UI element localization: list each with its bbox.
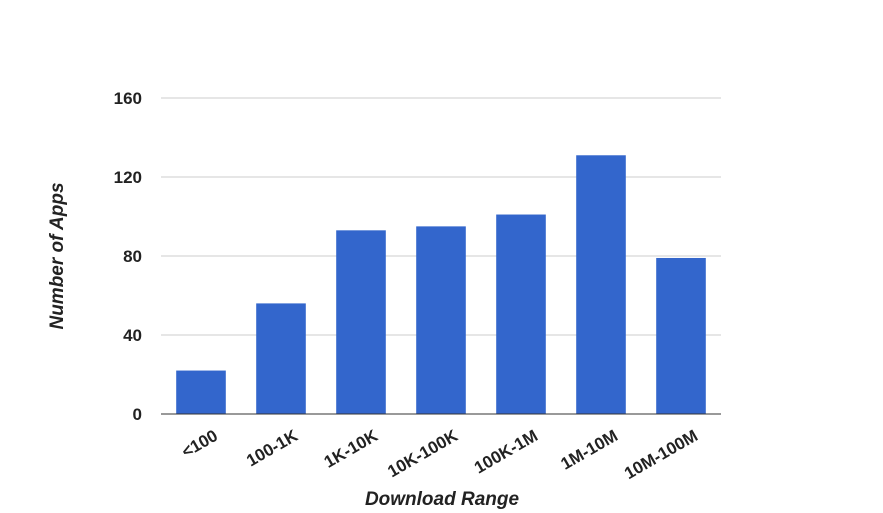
x-tick-label: 1M-10M: [557, 426, 621, 474]
y-tick-label: 160: [114, 89, 142, 108]
x-tick-label: 100-1K: [243, 426, 301, 471]
x-tick-label: <100: [178, 426, 221, 462]
bar: [576, 155, 626, 414]
x-tick-label: 1K-10K: [321, 426, 382, 472]
bar: [336, 230, 386, 414]
y-tick-label: 0: [133, 405, 142, 424]
bar: [496, 214, 546, 414]
x-tick-labels: <100 100-1K 1K-10K 10K-100K 100K-1M 1M-10M 10M…: [178, 426, 701, 483]
bars: [176, 155, 706, 414]
y-tick-label: 120: [114, 168, 142, 187]
y-tick-labels: 0 40 80 120 160: [114, 89, 142, 424]
x-tick-label: 100K-1M: [471, 426, 541, 477]
bar: [656, 257, 706, 414]
bar: [416, 226, 466, 414]
x-tick-label: 10K-100K: [384, 426, 461, 482]
bar: [176, 370, 226, 414]
y-axis-title: Number of Apps: [47, 182, 68, 329]
bar: [256, 303, 306, 414]
x-tick-label: 10M-100M: [621, 426, 701, 483]
y-tick-label: 40: [123, 326, 142, 345]
x-axis-title: Download Range: [365, 489, 520, 510]
y-tick-label: 80: [123, 247, 142, 266]
